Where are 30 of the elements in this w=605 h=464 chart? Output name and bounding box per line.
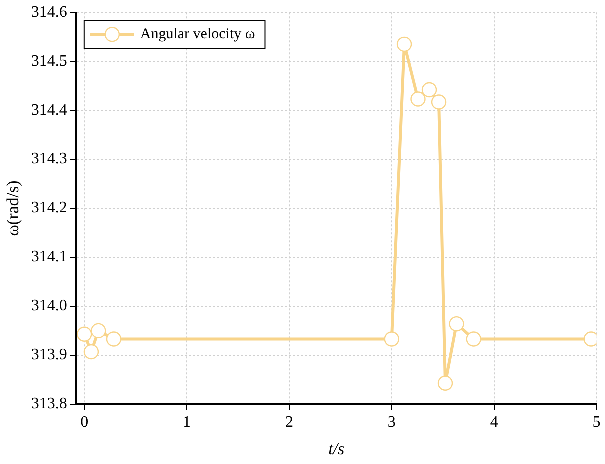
x-tick-label: 0 — [80, 414, 89, 432]
point — [76, 326, 92, 342]
x-tick-label: 4 — [490, 414, 498, 432]
point — [91, 323, 106, 339]
y-tick-label: 314.3 — [31, 150, 68, 168]
point — [422, 82, 438, 98]
y-axis-title: ω(rad/s) — [4, 180, 23, 236]
y-tick-label: 314.5 — [31, 52, 68, 70]
x-tick-label: 5 — [592, 414, 601, 432]
point — [410, 92, 426, 107]
y-tick-label: 314.2 — [31, 200, 68, 217]
y-tick-label: 314.4 — [31, 102, 68, 119]
y-tick-label: 313.8 — [31, 396, 68, 413]
point — [84, 344, 100, 360]
x-tick-label: 3 — [388, 414, 396, 432]
y-tick-label: 314.0 — [31, 298, 68, 315]
y-tick-label: 313.9 — [31, 346, 68, 364]
point — [449, 316, 464, 332]
x-tick-label: 2 — [285, 414, 294, 432]
legend-label: Angular velocity ω — [140, 26, 256, 43]
point — [396, 36, 412, 52]
y-tick-label: 314.6 — [31, 4, 68, 21]
point — [106, 332, 122, 347]
point — [438, 376, 454, 391]
point — [384, 332, 400, 347]
point — [431, 94, 447, 110]
y-tick-label: 314.1 — [31, 248, 68, 266]
point — [466, 332, 482, 347]
x-tick-label: 1 — [183, 414, 192, 432]
x-axis-title: t/s — [328, 439, 346, 458]
